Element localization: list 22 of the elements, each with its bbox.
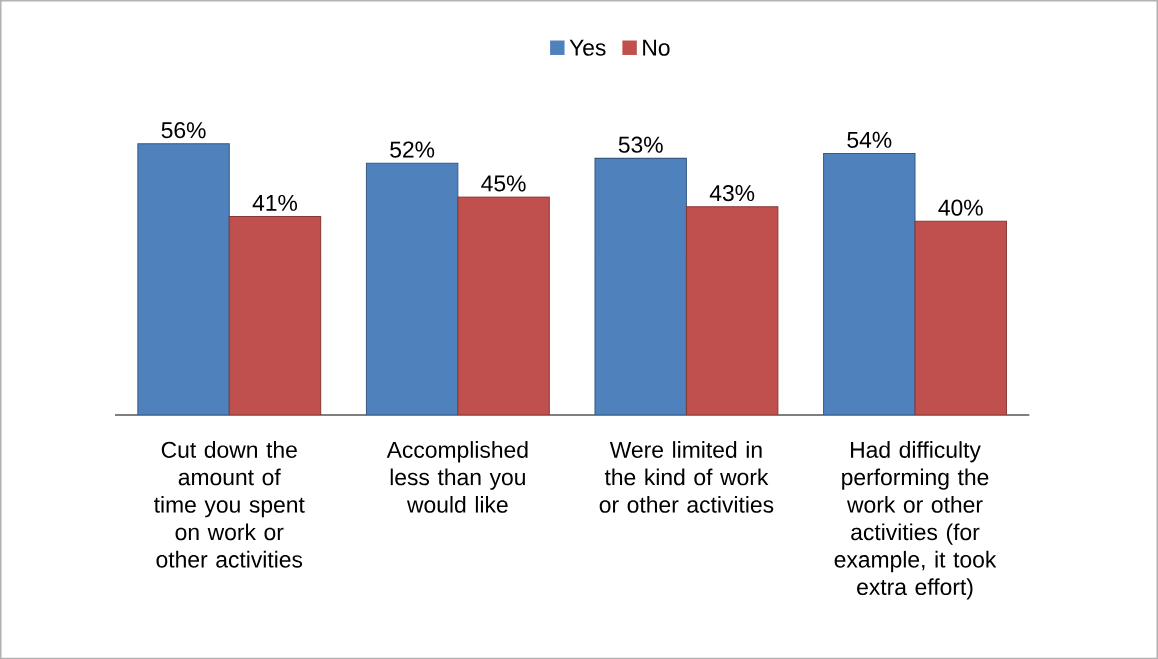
data-label: 45% [481,175,526,192]
data-label: 56% [161,121,206,139]
bar [228,215,322,415]
legend-label: No [643,39,670,56]
data-label: 52% [390,141,435,158]
data-label: 41% [252,194,298,211]
data-label: 40% [938,199,983,216]
data-label: 53% [618,136,663,153]
data-label: 43% [709,184,755,202]
bar [823,152,916,415]
x-tick-label: Had difficulty performing the work or other activities (for example, it took extra effort) [834,440,997,600]
bar [685,206,779,415]
bar [137,143,230,415]
data-label: 54% [847,131,892,148]
bar [594,157,687,415]
bar [457,196,550,415]
x-tick-label: Cut down the amount of time you spent on work or other activities [154,440,305,568]
bar [914,220,1007,415]
x-tick-label: Were limited in the kind of work or other activities [599,440,774,513]
legend-label: Yes [569,39,606,56]
bar [365,162,459,415]
x-tick-label: Accomplished less than you would like [386,440,528,513]
